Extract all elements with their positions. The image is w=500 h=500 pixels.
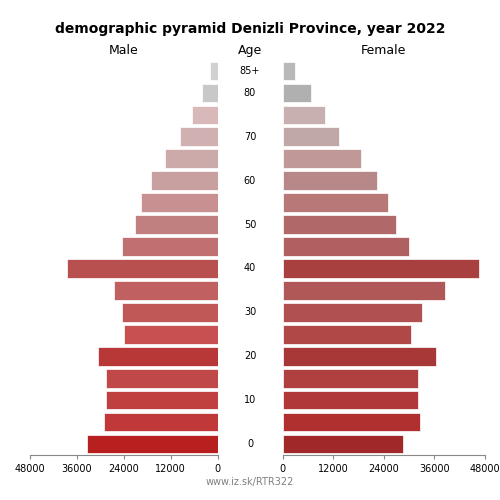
Bar xyxy=(282,413,420,432)
Bar xyxy=(282,172,378,190)
Title: Age: Age xyxy=(238,44,262,58)
Bar xyxy=(282,62,295,80)
Bar xyxy=(282,325,411,344)
Text: 60: 60 xyxy=(244,176,256,186)
Bar xyxy=(106,391,218,409)
Title: Female: Female xyxy=(361,44,406,58)
Text: www.iz.sk/RTR322: www.iz.sk/RTR322 xyxy=(206,478,294,488)
Bar xyxy=(136,216,218,234)
Bar xyxy=(165,150,218,168)
Bar xyxy=(282,434,403,454)
Bar xyxy=(86,434,218,454)
Bar xyxy=(106,369,218,388)
Text: 70: 70 xyxy=(244,132,256,142)
Bar xyxy=(122,237,218,256)
Text: 40: 40 xyxy=(244,264,256,274)
Bar xyxy=(124,325,218,344)
Bar xyxy=(210,62,218,80)
Text: 85+: 85+ xyxy=(240,66,260,76)
Bar xyxy=(282,369,418,388)
Bar xyxy=(67,259,218,278)
Bar xyxy=(151,172,218,190)
Bar xyxy=(282,194,388,212)
Bar xyxy=(114,281,218,299)
Bar xyxy=(180,128,218,146)
Bar xyxy=(282,347,436,366)
Bar xyxy=(202,84,218,102)
Bar xyxy=(98,347,218,366)
Bar xyxy=(282,106,325,124)
Text: 10: 10 xyxy=(244,395,256,405)
Bar xyxy=(282,259,478,278)
Bar xyxy=(142,194,218,212)
Text: 30: 30 xyxy=(244,308,256,318)
Bar xyxy=(282,84,311,102)
Bar xyxy=(282,216,397,234)
Bar xyxy=(104,413,218,432)
Title: Male: Male xyxy=(109,44,138,58)
Bar xyxy=(122,303,218,322)
Bar xyxy=(282,391,418,409)
Bar xyxy=(192,106,218,124)
Bar xyxy=(282,150,360,168)
Bar xyxy=(282,237,409,256)
Bar xyxy=(282,128,340,146)
Bar xyxy=(282,303,422,322)
Text: 20: 20 xyxy=(244,351,256,361)
Text: 80: 80 xyxy=(244,88,256,98)
Bar xyxy=(282,281,445,299)
Text: 0: 0 xyxy=(247,439,253,449)
Text: demographic pyramid Denizli Province, year 2022: demographic pyramid Denizli Province, ye… xyxy=(55,22,446,36)
Text: 50: 50 xyxy=(244,220,256,230)
